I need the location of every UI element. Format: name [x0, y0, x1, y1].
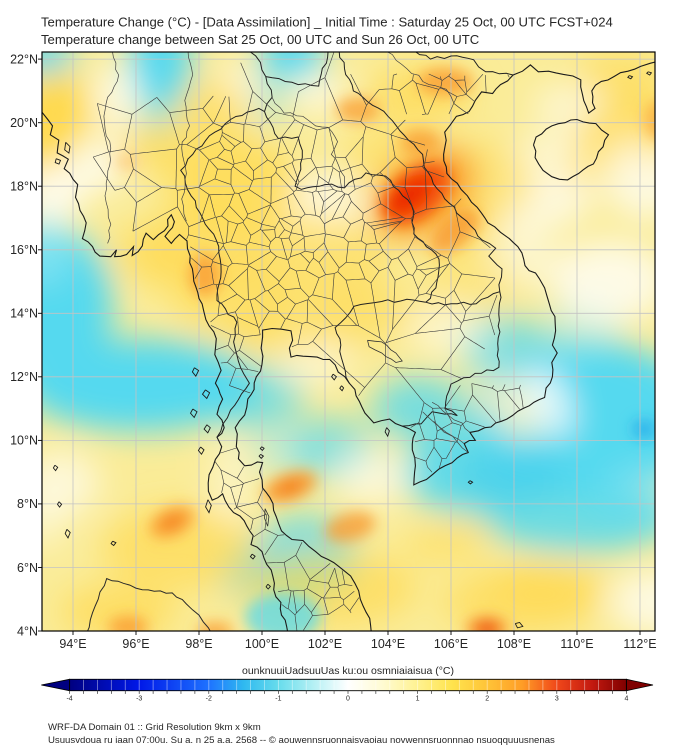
svg-text:-3: -3 [136, 696, 142, 703]
svg-text:2: 2 [485, 696, 489, 703]
svg-text:-2: -2 [206, 696, 212, 703]
svg-text:1: 1 [416, 696, 420, 703]
svg-text:8°N: 8°N [17, 497, 38, 511]
svg-text:22°N: 22°N [10, 52, 38, 66]
svg-text:WRF-DA Domain 01 :: Grid Resol: WRF-DA Domain 01 :: Grid Resolution 9km … [48, 722, 261, 733]
svg-text:Usuusvdoua ru iaan 07:00u. Su: Usuusvdoua ru iaan 07:00u. Su a. n 25 a.… [48, 735, 555, 746]
svg-text:-1: -1 [275, 696, 281, 703]
svg-text:98°E: 98°E [185, 637, 212, 651]
svg-text:100°E: 100°E [245, 637, 279, 651]
svg-text:94°E: 94°E [59, 637, 86, 651]
svg-text:6°N: 6°N [17, 561, 38, 575]
svg-text:0: 0 [346, 696, 350, 703]
svg-text:102°E: 102°E [308, 637, 342, 651]
svg-text:108°E: 108°E [497, 637, 531, 651]
svg-text:12°N: 12°N [10, 370, 38, 384]
svg-text:96°E: 96°E [122, 637, 149, 651]
svg-text:4: 4 [624, 696, 628, 703]
svg-text:Temperature Change (°C) - [Dat: Temperature Change (°C) - [Data Assimila… [41, 15, 613, 30]
svg-text:3: 3 [555, 696, 559, 703]
svg-text:20°N: 20°N [10, 116, 38, 130]
svg-text:104°E: 104°E [371, 637, 405, 651]
svg-text:18°N: 18°N [10, 180, 38, 194]
svg-text:4°N: 4°N [17, 624, 38, 638]
svg-text:10°N: 10°N [10, 434, 38, 448]
svg-text:-4: -4 [66, 696, 72, 703]
svg-text:106°E: 106°E [434, 637, 468, 651]
svg-text:Temperature change between Sat: Temperature change between Sat 25 Oct, 0… [41, 32, 479, 47]
svg-text:16°N: 16°N [10, 243, 38, 257]
svg-text:ounknuuiUadsuuUas ku:ou osmnia: ounknuuiUadsuuUas ku:ou osmniaiaisua (°C… [242, 665, 454, 677]
svg-text:110°E: 110°E [560, 637, 593, 651]
svg-text:112°E: 112°E [623, 637, 656, 651]
svg-text:14°N: 14°N [10, 307, 38, 321]
